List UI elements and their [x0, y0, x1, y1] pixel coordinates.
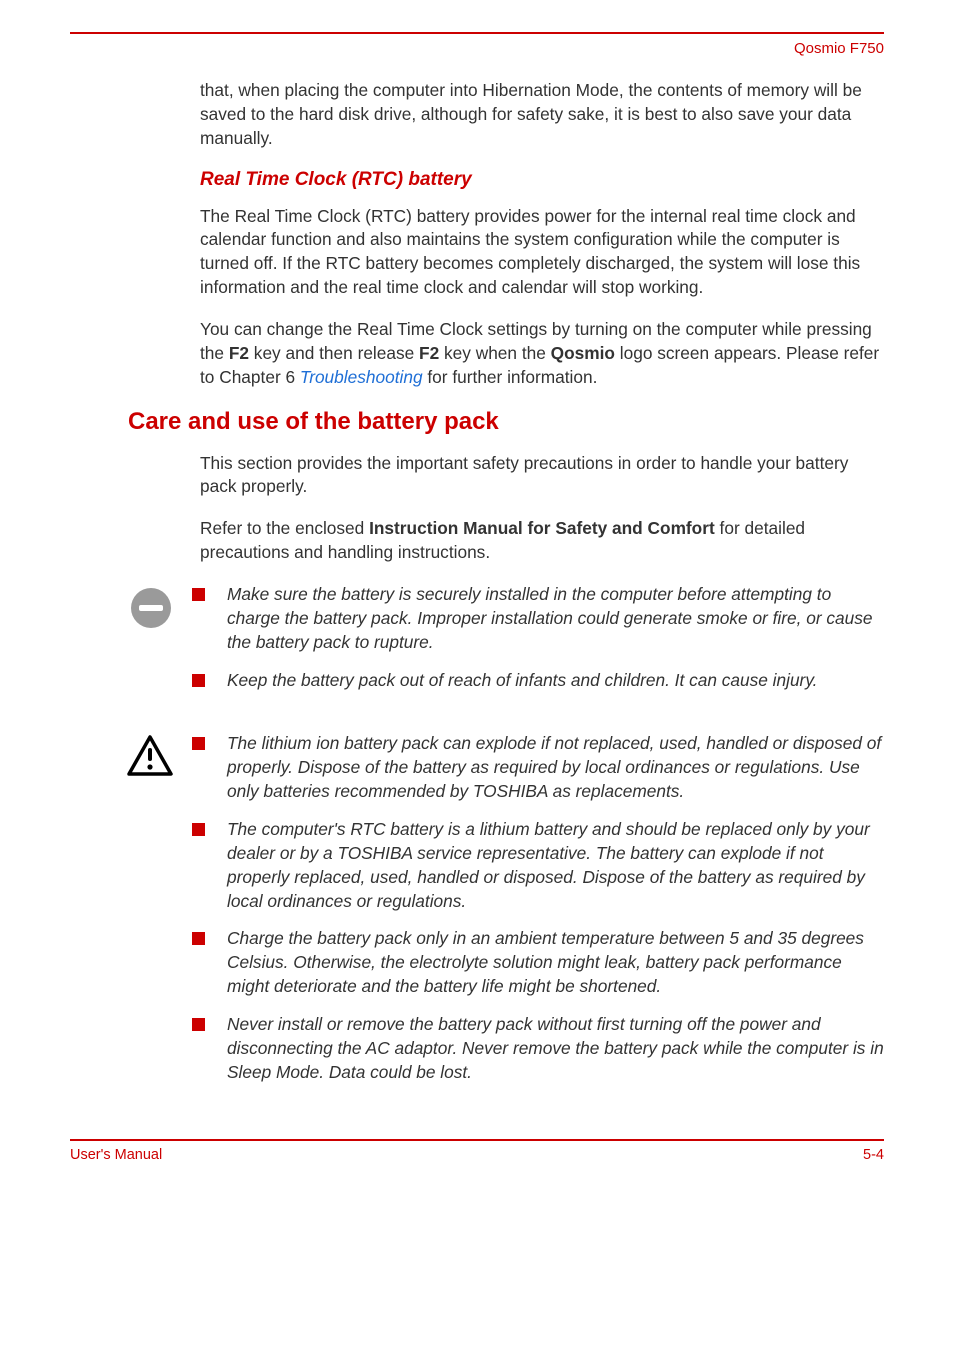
footer-right: 5-4 — [863, 1147, 884, 1163]
intro-paragraph: that, when placing the computer into Hib… — [200, 79, 884, 151]
care-p1: This section provides the important safe… — [200, 452, 884, 500]
rtc-p2e: for further information. — [423, 367, 598, 387]
warn-block: The lithium ion battery pack can explode… — [70, 732, 884, 1098]
footer-left: User's Manual — [70, 1147, 162, 1163]
note-bullet-text: Make sure the battery is securely instal… — [227, 583, 884, 655]
top-rule — [70, 32, 884, 34]
rtc-p2b: key and then release — [249, 343, 419, 363]
page: Qosmio F750 that, when placing the compu… — [0, 0, 954, 1183]
warning-icon — [126, 734, 174, 778]
rtc-f2-key-b: F2 — [419, 343, 439, 363]
note-bullet: Make sure the battery is securely instal… — [192, 583, 884, 655]
bullet-square-icon — [192, 737, 205, 750]
warn-bullet-text: Never install or remove the battery pack… — [227, 1013, 884, 1085]
warn-bullet-text: The computer's RTC battery is a lithium … — [227, 818, 884, 913]
rtc-f2-key: F2 — [229, 343, 249, 363]
rtc-heading: Real Time Clock (RTC) battery — [200, 169, 884, 191]
warn-bullet: Charge the battery pack only in an ambie… — [192, 927, 884, 999]
warn-bullet: Never install or remove the battery pack… — [192, 1013, 884, 1085]
note-bullet: Keep the battery pack out of reach of in… — [192, 669, 884, 693]
footer: User's Manual 5-4 — [70, 1141, 884, 1163]
header-product: Qosmio F750 — [70, 40, 884, 57]
bullet-square-icon — [192, 823, 205, 836]
warn-bullets: The lithium ion battery pack can explode… — [192, 732, 884, 1098]
note-block: Make sure the battery is securely instal… — [70, 583, 884, 706]
warn-bullet: The computer's RTC battery is a lithium … — [192, 818, 884, 913]
troubleshooting-link[interactable]: Troubleshooting — [300, 367, 423, 387]
warn-bullet-text: The lithium ion battery pack can explode… — [227, 732, 884, 804]
rtc-p2: You can change the Real Time Clock setti… — [200, 318, 884, 390]
note-bullets: Make sure the battery is securely instal… — [192, 583, 884, 706]
icon-col-warn — [70, 732, 174, 778]
bullet-square-icon — [192, 1018, 205, 1031]
note-bullet-text: Keep the battery pack out of reach of in… — [227, 669, 884, 693]
bullet-square-icon — [192, 674, 205, 687]
note-icon — [128, 585, 174, 631]
bullet-square-icon — [192, 588, 205, 601]
care-p2: Refer to the enclosed Instruction Manual… — [200, 517, 884, 565]
rtc-p2c: key when the — [439, 343, 550, 363]
rtc-p1: The Real Time Clock (RTC) battery provid… — [200, 205, 884, 300]
care-p2a: Refer to the enclosed — [200, 518, 369, 538]
warn-bullet: The lithium ion battery pack can explode… — [192, 732, 884, 804]
icon-col-note — [70, 583, 174, 631]
bullet-square-icon — [192, 932, 205, 945]
care-heading: Care and use of the battery pack — [128, 408, 884, 436]
care-p2-bold: Instruction Manual for Safety and Comfor… — [369, 518, 715, 538]
warn-bullet-text: Charge the battery pack only in an ambie… — [227, 927, 884, 999]
rtc-qosmio: Qosmio — [551, 343, 615, 363]
